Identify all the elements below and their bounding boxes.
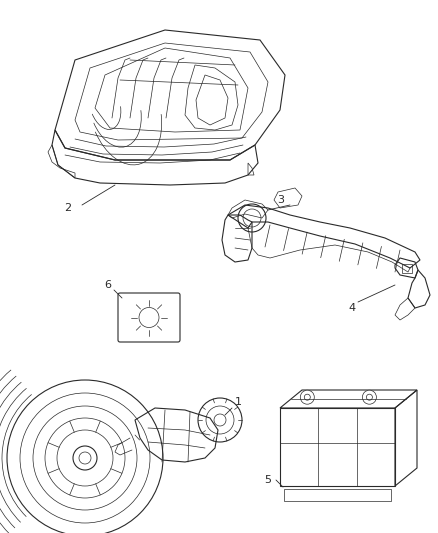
- Text: 5: 5: [265, 475, 272, 485]
- Circle shape: [362, 390, 376, 404]
- Circle shape: [300, 390, 314, 404]
- Text: 2: 2: [64, 203, 71, 213]
- Text: 4: 4: [349, 303, 356, 313]
- Text: 6: 6: [105, 280, 112, 290]
- Text: 3: 3: [278, 195, 285, 205]
- Bar: [402, 264, 412, 273]
- Text: 1: 1: [234, 397, 241, 407]
- Bar: [284, 489, 391, 501]
